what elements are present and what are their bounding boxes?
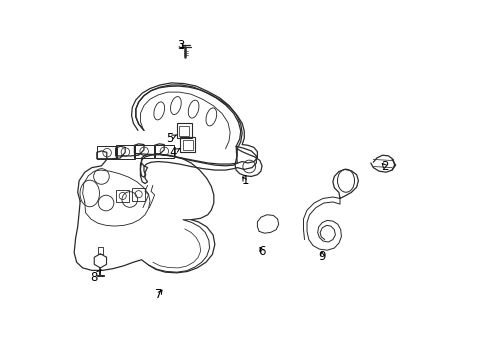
Bar [132, 188, 145, 201]
Text: 2: 2 [381, 160, 389, 173]
Text: 5: 5 [166, 132, 176, 145]
Bar [179, 126, 189, 136]
Bar [97, 146, 118, 159]
Text: 8: 8 [91, 270, 101, 284]
Bar [177, 123, 192, 138]
Bar [116, 190, 129, 202]
Text: 4: 4 [170, 146, 180, 159]
Bar [116, 145, 135, 159]
Bar [183, 140, 193, 150]
Text: 9: 9 [318, 250, 326, 263]
Text: 3: 3 [177, 39, 184, 52]
Bar [134, 145, 154, 158]
Bar [180, 138, 196, 152]
Text: 6: 6 [258, 245, 266, 258]
Text: 7: 7 [155, 288, 163, 301]
Text: 1: 1 [241, 174, 249, 187]
Bar [155, 145, 174, 158]
